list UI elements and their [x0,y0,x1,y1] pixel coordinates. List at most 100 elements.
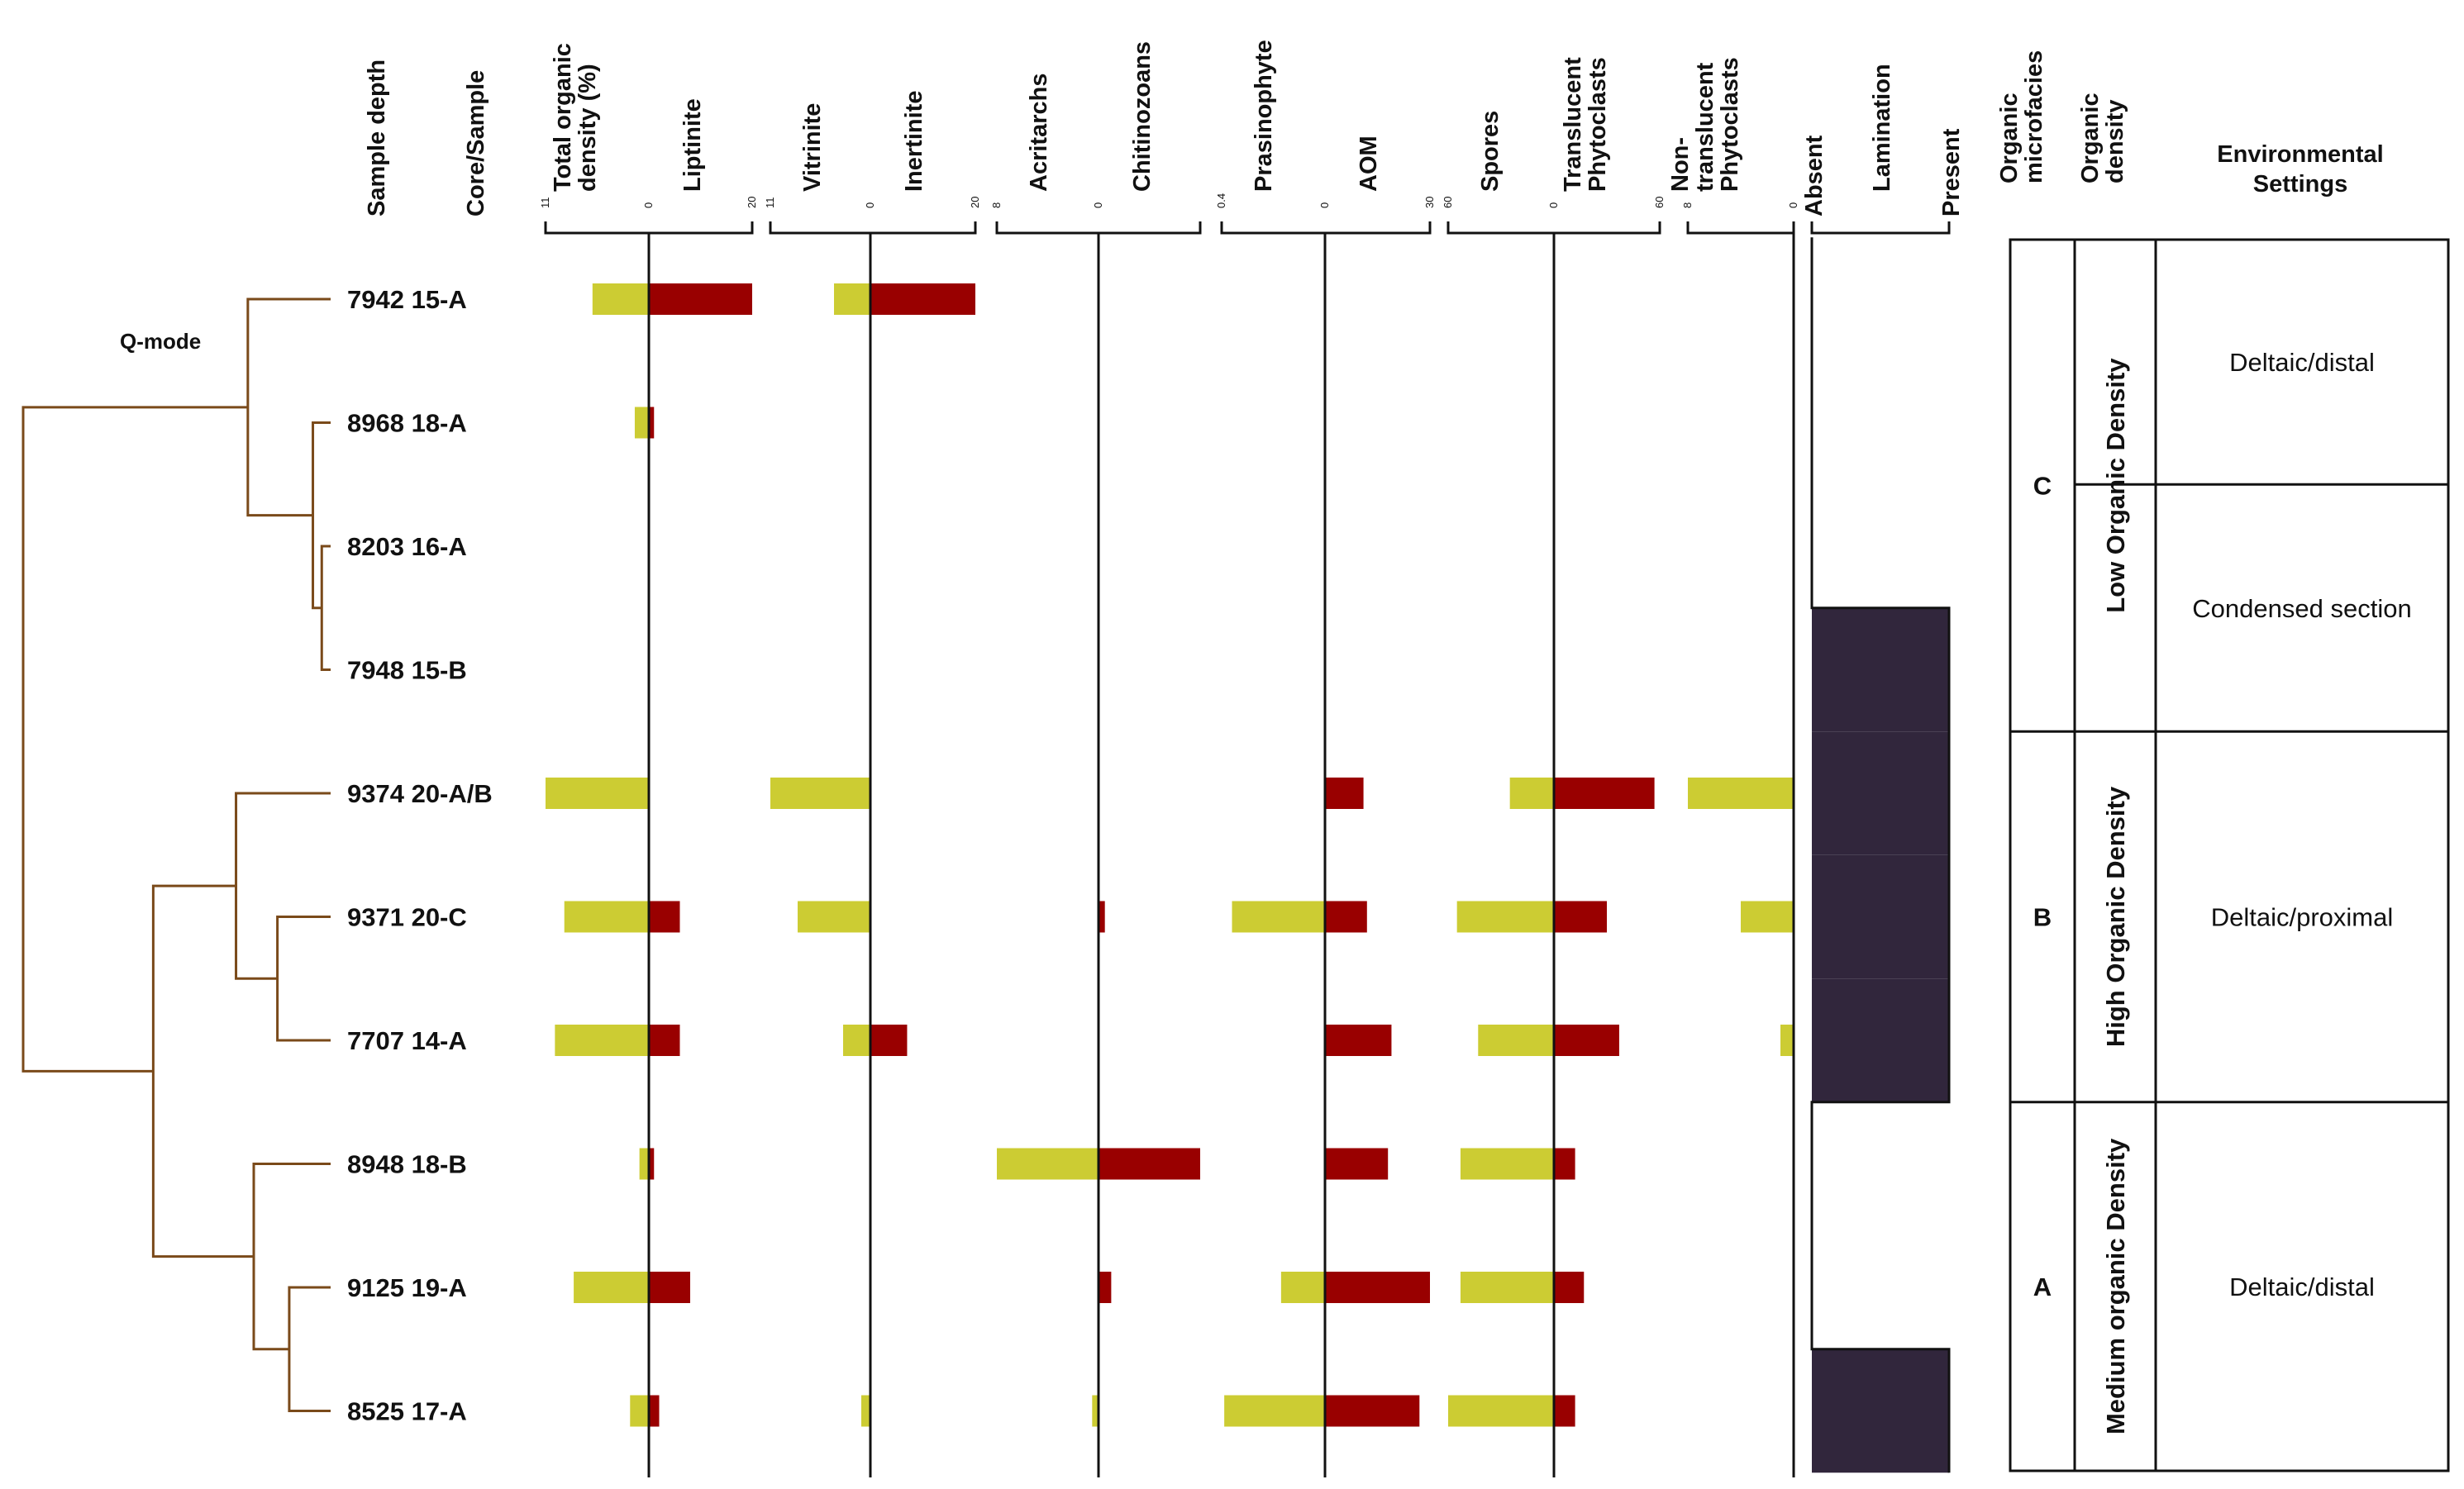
panel-2-left-bar-10 [861,1395,870,1427]
panel-5-right-bar-8 [1554,1148,1575,1180]
panel-4-right-bar-6 [1325,901,1367,933]
panel-3-right-title-line-1: Chitinozoans [1129,41,1156,192]
panel-4-tick-1: 0.4 [1215,193,1227,208]
panel-2-right-title-line-1: Inertinite [901,91,927,192]
panel-5-left-bar-6 [1456,901,1554,933]
lamination-present-label-line-1: Present [1938,128,1965,216]
panel-5-tick-1: 60 [1442,197,1454,208]
panel-4-right-bar-5 [1325,778,1364,809]
panel-2-right-bar-7 [870,1025,908,1056]
panel-1-right-bar-10 [649,1395,660,1427]
panel-6-left-bar-5 [1688,778,1794,809]
panel-4-left-title-line-1: Prasinophyte [1251,40,1277,192]
panel-5-tick-2: 0 [1547,202,1560,208]
panel-5-left-bar-5 [1509,778,1554,809]
panel-5-right-bar-6 [1554,901,1607,933]
dendrogram-label: Q-mode [120,329,201,354]
bar-panels [544,221,1795,1477]
panel-2-tick-3: 20 [969,197,981,208]
panel-3-right-bar-8 [1099,1148,1200,1180]
panel-1-right-title-line-1: Liptinite [679,98,706,192]
panel-1-left-bar-5 [546,778,649,809]
panel-4-tick-3: 30 [1423,197,1436,208]
sample-label-10: 8525 17-A [347,1397,467,1426]
panel-3-axis [995,221,1202,235]
panel-6-left-title-line-2: translucent [1692,62,1718,192]
panel-4-left-bar-10 [1224,1395,1325,1427]
panel-1-left-bar-9 [574,1272,649,1303]
panel-3-right-bar-9 [1099,1272,1112,1303]
panel-5-right-title-line-2: Phytoclasts [1585,57,1611,192]
sample-label-6: 9371 20-C [347,903,467,932]
panel-1-left-title-line-1: Total organic [550,43,576,192]
lamination-present-block-4 [1812,607,1949,732]
panel-5-right-bar-9 [1554,1272,1585,1303]
sample-label-5: 9374 20-A/B [347,779,493,808]
panel-1-right-bar-9 [649,1272,690,1303]
sample-label-1: 7942 15-A [347,285,467,314]
panel-1-left-bar-6 [564,901,649,933]
panel-2-axis [769,221,977,235]
panel-1-left-bar-2 [634,407,649,439]
table-header-density-line-2: density [2102,99,2128,183]
density-label-A: Medium organic Density [2101,1138,2130,1434]
facies-B: B [2033,903,2052,932]
panel-1-right-bar-1 [649,283,752,315]
panel-6-tick-2: 0 [1787,202,1799,208]
panel-2-right-bar-1 [870,283,975,315]
panel-1-left-bar-8 [639,1148,649,1180]
panel-1-left-bar-7 [555,1025,649,1056]
table-header-facies-line-2: microfacies [2021,50,2047,183]
panel-5-right-bar-7 [1554,1025,1619,1056]
lamination-present-block-7 [1812,978,1949,1102]
panel-1-tick-3: 20 [746,197,758,208]
table-header-density-line-1: Organic [2077,93,2104,183]
panel-5-left-bar-9 [1460,1272,1554,1303]
panel-6-left-bar-6 [1741,901,1794,933]
sample-label-8: 8948 18-B [347,1150,467,1179]
panel-1-tick-2: 0 [642,202,655,208]
panel-3-left-title-line-1: Acritarchs [1026,74,1052,192]
panel-5-left-bar-8 [1460,1148,1554,1180]
lamination-title-line-1: Lamination [1869,64,1895,192]
sample-label-2: 8968 18-A [347,409,467,438]
sample-label-4: 7948 15-B [347,656,467,685]
panel-6-tick-1: 8 [1681,202,1694,208]
panel-1-right-bar-6 [649,901,680,933]
lamination-present-block-10 [1812,1349,1949,1473]
header-sample-depth-line-1: Sample depth [364,59,390,216]
panel-2-tick-2: 0 [864,202,876,208]
panel-5-axis [1446,221,1661,235]
table-header-settings-line-2: Settings [2253,171,2347,197]
setting-C-1: Deltaic/distal [2229,348,2375,377]
dendrogram-branches [21,297,331,1412]
lamination-axis [1810,221,1951,235]
panel-4-right-bar-8 [1325,1148,1389,1180]
lamination-trace [1810,237,1951,1473]
column-headers: Sample depth Core/Sample Total organicdens… [364,40,2384,216]
panel-1-axis [544,221,754,235]
table-header-settings-line-1: Environmental [2217,141,2383,168]
facies-A: A [2033,1273,2052,1301]
panel-1-left-bar-10 [630,1395,649,1427]
panel-3-tick-2: 0 [1092,202,1104,208]
panel-6-left-title-line-3: Phytoclasts [1717,57,1743,192]
panel-6-axis [1686,221,1795,235]
panel-5-left-bar-10 [1448,1395,1554,1427]
setting-A-1: Deltaic/distal [2229,1273,2375,1301]
sample-row-labels: 7942 15-A 8968 18-A 8203 16-A 7948 15-B 9374… [347,285,493,1426]
panel-1-right-bar-2 [649,407,655,439]
panel-5-right-bar-5 [1554,778,1655,809]
q-mode-dendrogram [21,297,331,1412]
panel-3-left-bar-10 [1092,1395,1099,1427]
panel-3-left-bar-8 [997,1148,1099,1180]
panel-2-left-bar-1 [834,283,870,315]
panel-3-tick-1: 8 [990,202,1003,208]
lamination-track [1810,221,1951,1473]
sample-label-9: 9125 19-A [347,1273,467,1302]
panel-4-right-title-line-1: AOM [1356,136,1382,192]
panel-3-right-bar-6 [1099,901,1105,933]
panel-5-right-bar-10 [1554,1395,1575,1427]
panel-4-left-bar-6 [1232,901,1325,933]
